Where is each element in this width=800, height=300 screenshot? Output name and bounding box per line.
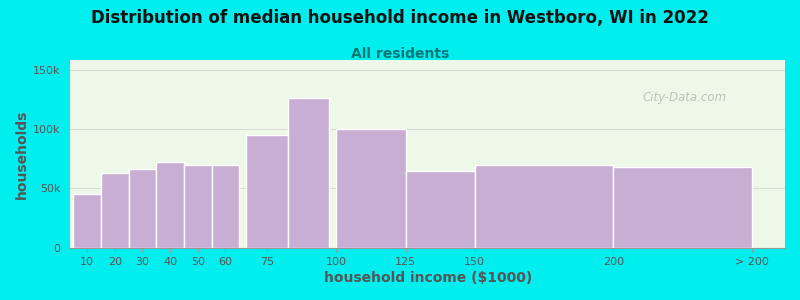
Bar (184, 165, 212, 248)
Bar (288, 98, 330, 248)
Text: All residents: All residents (351, 46, 449, 61)
Bar (212, 165, 239, 248)
X-axis label: household income ($1000): household income ($1000) (323, 271, 532, 285)
Bar (614, 167, 752, 248)
Bar (336, 129, 406, 248)
Bar (156, 162, 184, 248)
Bar (406, 170, 474, 248)
Text: City-Data.com: City-Data.com (642, 91, 726, 104)
Bar (246, 135, 288, 248)
Bar (474, 165, 614, 248)
Text: Distribution of median household income in Westboro, WI in 2022: Distribution of median household income … (91, 9, 709, 27)
Y-axis label: households: households (15, 109, 29, 199)
Bar (101, 173, 129, 248)
Bar (129, 169, 156, 248)
Bar (73, 194, 101, 248)
